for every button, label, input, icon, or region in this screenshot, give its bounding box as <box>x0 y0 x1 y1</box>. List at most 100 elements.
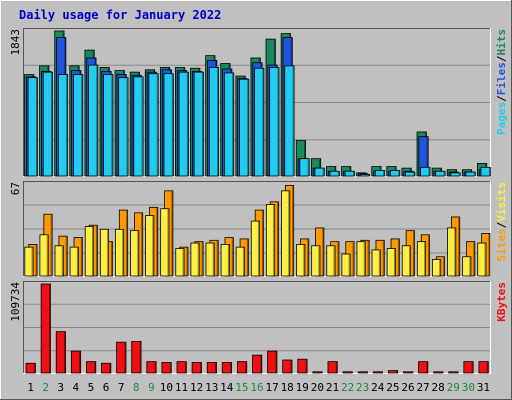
bar-sites-6 <box>99 228 109 277</box>
legend-entry: / <box>495 95 508 102</box>
bar-sites-26 <box>401 245 411 277</box>
bar-pages-5 <box>88 64 99 177</box>
bar-sites-9 <box>145 215 155 277</box>
x-tick-label: 22 <box>341 381 354 394</box>
x-tick-label: 16 <box>250 381 263 394</box>
x-tick-label: 28 <box>432 381 445 394</box>
x-tick-label: 25 <box>386 381 399 394</box>
x-tick-label: 1 <box>27 381 34 394</box>
bar-pages-29 <box>450 172 461 177</box>
series-pages <box>27 64 491 177</box>
bar-kbytes-7 <box>116 341 127 374</box>
bar-pages-4 <box>72 74 84 177</box>
x-tick-label: 8 <box>133 381 140 394</box>
x-tick-label: 5 <box>88 381 95 394</box>
bar-sites-11 <box>175 248 185 277</box>
bar-sites-28 <box>432 259 442 277</box>
bar-kbytes-20 <box>312 371 323 374</box>
x-tick-label: 14 <box>220 381 234 394</box>
bar-kbytes-15 <box>236 361 248 374</box>
legend-entry: Sites <box>495 228 508 261</box>
legend-bottom: KBytes <box>495 282 508 322</box>
bar-kbytes-11 <box>176 361 187 374</box>
bar-pages-6 <box>103 74 114 177</box>
bar-kbytes-4 <box>70 350 82 374</box>
x-tick-label: 19 <box>296 381 309 394</box>
x-tick-label: 3 <box>57 381 64 394</box>
bar-kbytes-1 <box>25 362 36 374</box>
bar-pages-11 <box>178 71 189 177</box>
bar-sites-15 <box>235 246 245 277</box>
bar-sites-8 <box>130 230 140 277</box>
x-tick-label: 12 <box>190 381 203 394</box>
bar-kbytes-24 <box>372 371 384 374</box>
bar-kbytes-31 <box>478 361 489 374</box>
bar-pages-1 <box>27 77 38 177</box>
bar-pages-3 <box>57 74 69 177</box>
x-tick-label: 30 <box>462 381 475 394</box>
bar-pages-12 <box>193 71 204 177</box>
bar-sites-31 <box>477 242 487 277</box>
legend-top: Pages/Files/Hits <box>495 29 508 135</box>
bar-pages-20 <box>314 167 325 177</box>
legend-entry: Hits <box>495 29 508 56</box>
x-tick-label: 17 <box>265 381 278 394</box>
bar-pages-13 <box>208 67 220 177</box>
bar-pages-27 <box>420 166 431 177</box>
bar-kbytes-21 <box>327 361 338 374</box>
x-tick-label: 31 <box>477 381 490 394</box>
x-axis-tick-labels: 1 2 3 4 5 6 7 8 9 10 11 12 13 14 15 16 17 18 19 20 21 22 23 24 2… <box>27 381 490 394</box>
bar-pages-24 <box>374 170 386 177</box>
bar-sites-7 <box>114 228 125 277</box>
bar-kbytes-3 <box>55 331 66 374</box>
bar-sites-22 <box>341 253 351 277</box>
bar-pages-23 <box>359 174 370 177</box>
bar-kbytes-29 <box>448 371 459 374</box>
bar-pages-19 <box>299 158 310 177</box>
bar-sites-29 <box>447 227 457 277</box>
bar-kbytes-26 <box>403 371 414 374</box>
legend-entry: KBytes <box>495 282 508 322</box>
bar-sites-3 <box>54 245 64 277</box>
bar-sites-27 <box>416 241 427 277</box>
y-axis-max-label: 67 <box>9 182 22 195</box>
bar-pages-14 <box>223 72 235 177</box>
bar-sites-17 <box>265 204 276 277</box>
bar-pages-18 <box>284 65 295 177</box>
series-sites <box>24 190 487 277</box>
x-tick-label: 23 <box>356 381 369 394</box>
x-tick-label: 27 <box>416 381 429 394</box>
bar-sites-10 <box>160 208 170 277</box>
bar-pages-21 <box>329 170 340 177</box>
bar-kbytes-18 <box>282 359 293 374</box>
bar-kbytes-23 <box>357 371 368 374</box>
panel-bottom: 109734 KBytes <box>9 281 508 374</box>
bar-kbytes-16 <box>252 354 263 374</box>
bar-kbytes-13 <box>206 362 217 374</box>
legend-middle: Sites/Visits <box>495 182 508 262</box>
legend-entry: Visits <box>495 182 508 222</box>
bar-pages-2 <box>42 71 53 177</box>
bar-sites-25 <box>386 248 396 277</box>
bar-sites-14 <box>220 244 230 277</box>
x-tick-label: 4 <box>73 381 80 394</box>
bar-kbytes-12 <box>191 362 202 374</box>
bar-sites-19 <box>296 244 306 277</box>
bar-kbytes-6 <box>101 362 112 374</box>
x-tick-label: 7 <box>118 381 125 394</box>
bar-pages-28 <box>435 170 446 177</box>
x-tick-label: 11 <box>175 381 188 394</box>
x-tick-label: 20 <box>311 381 324 394</box>
legend-entry: / <box>495 221 508 228</box>
bar-pages-15 <box>239 78 250 177</box>
chart-panels: 1843Pages/Files/Hits67Sites/Visits109734… <box>9 28 508 374</box>
bar-pages-16 <box>254 67 265 177</box>
bar-sites-2 <box>39 234 49 277</box>
bar-sites-18 <box>281 190 291 277</box>
bar-sites-24 <box>371 249 381 277</box>
bar-sites-23 <box>356 241 366 277</box>
bar-kbytes-14 <box>221 362 233 374</box>
x-tick-label: 13 <box>205 381 218 394</box>
